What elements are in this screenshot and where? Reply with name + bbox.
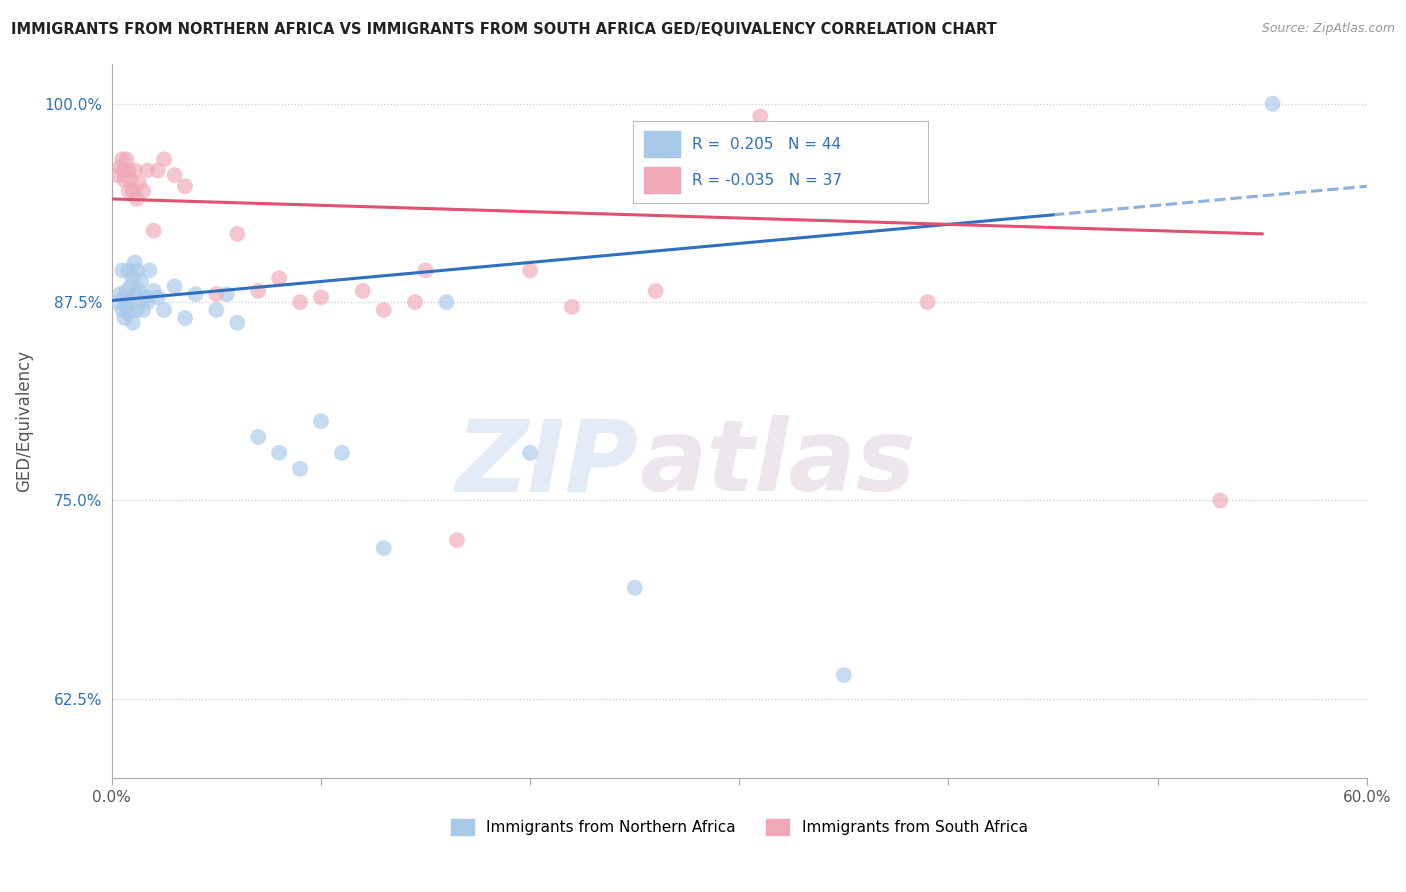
Point <box>519 446 541 460</box>
Point <box>121 184 143 198</box>
Point <box>125 263 148 277</box>
Point <box>288 462 311 476</box>
Point <box>174 179 197 194</box>
Text: atlas: atlas <box>638 416 915 513</box>
Point <box>107 295 129 310</box>
Point <box>330 446 353 460</box>
Point <box>112 163 135 178</box>
Point <box>163 279 186 293</box>
Point <box>309 290 332 304</box>
Point <box>124 163 146 178</box>
Point <box>129 275 152 289</box>
Point <box>205 303 228 318</box>
Point <box>205 287 228 301</box>
Point <box>111 153 134 167</box>
Text: Source: ZipAtlas.com: Source: ZipAtlas.com <box>1261 22 1395 36</box>
Point <box>309 414 332 428</box>
Point <box>132 184 155 198</box>
Point <box>108 287 131 301</box>
Point <box>1209 493 1232 508</box>
Y-axis label: GED/Equivalency: GED/Equivalency <box>15 350 32 492</box>
Point <box>153 153 176 167</box>
Point <box>121 271 143 285</box>
Point <box>111 303 134 318</box>
Point <box>121 316 143 330</box>
Point <box>115 153 138 167</box>
Point <box>111 263 134 277</box>
Point <box>269 271 291 285</box>
Point <box>136 163 159 178</box>
Point <box>117 263 139 277</box>
Point <box>112 310 135 325</box>
Point <box>184 287 207 301</box>
Legend: Immigrants from Northern Africa, Immigrants from South Africa: Immigrants from Northern Africa, Immigra… <box>451 819 1028 835</box>
Point <box>146 290 169 304</box>
Point <box>120 173 142 187</box>
Point <box>917 295 939 310</box>
Point <box>269 446 291 460</box>
Point <box>373 541 395 555</box>
Point <box>138 263 160 277</box>
Point <box>415 263 437 277</box>
Point <box>125 303 148 318</box>
Point <box>125 192 148 206</box>
Point <box>112 173 135 187</box>
Point <box>247 430 270 444</box>
Text: ZIP: ZIP <box>456 416 638 513</box>
Point <box>134 290 156 304</box>
Point <box>247 284 270 298</box>
Point <box>142 224 165 238</box>
Point <box>644 284 666 298</box>
Point <box>146 163 169 178</box>
Point <box>623 581 645 595</box>
Point <box>124 287 146 301</box>
Point <box>561 300 583 314</box>
Point <box>373 303 395 318</box>
Point <box>174 310 197 325</box>
Point <box>404 295 426 310</box>
Point <box>120 279 142 293</box>
Point <box>107 168 129 182</box>
Point <box>120 295 142 310</box>
Point <box>352 284 374 298</box>
Point <box>115 284 138 298</box>
Point <box>112 290 135 304</box>
Point <box>436 295 458 310</box>
Point <box>128 284 150 298</box>
Point <box>832 668 855 682</box>
Point <box>136 295 159 310</box>
Point <box>115 300 138 314</box>
Point <box>288 295 311 310</box>
Point <box>215 287 238 301</box>
Point <box>226 227 249 241</box>
Point <box>446 533 468 548</box>
Point <box>128 176 150 190</box>
Point <box>153 303 176 318</box>
Point <box>142 284 165 298</box>
Text: IMMIGRANTS FROM NORTHERN AFRICA VS IMMIGRANTS FROM SOUTH AFRICA GED/EQUIVALENCY : IMMIGRANTS FROM NORTHERN AFRICA VS IMMIG… <box>11 22 997 37</box>
Point <box>117 163 139 178</box>
Point <box>163 168 186 182</box>
Point <box>132 303 155 318</box>
Point <box>117 306 139 320</box>
Point <box>749 110 772 124</box>
Point <box>1261 96 1284 111</box>
Point <box>519 263 541 277</box>
Point <box>226 316 249 330</box>
Point <box>108 160 131 174</box>
Point <box>117 184 139 198</box>
Point <box>124 255 146 269</box>
